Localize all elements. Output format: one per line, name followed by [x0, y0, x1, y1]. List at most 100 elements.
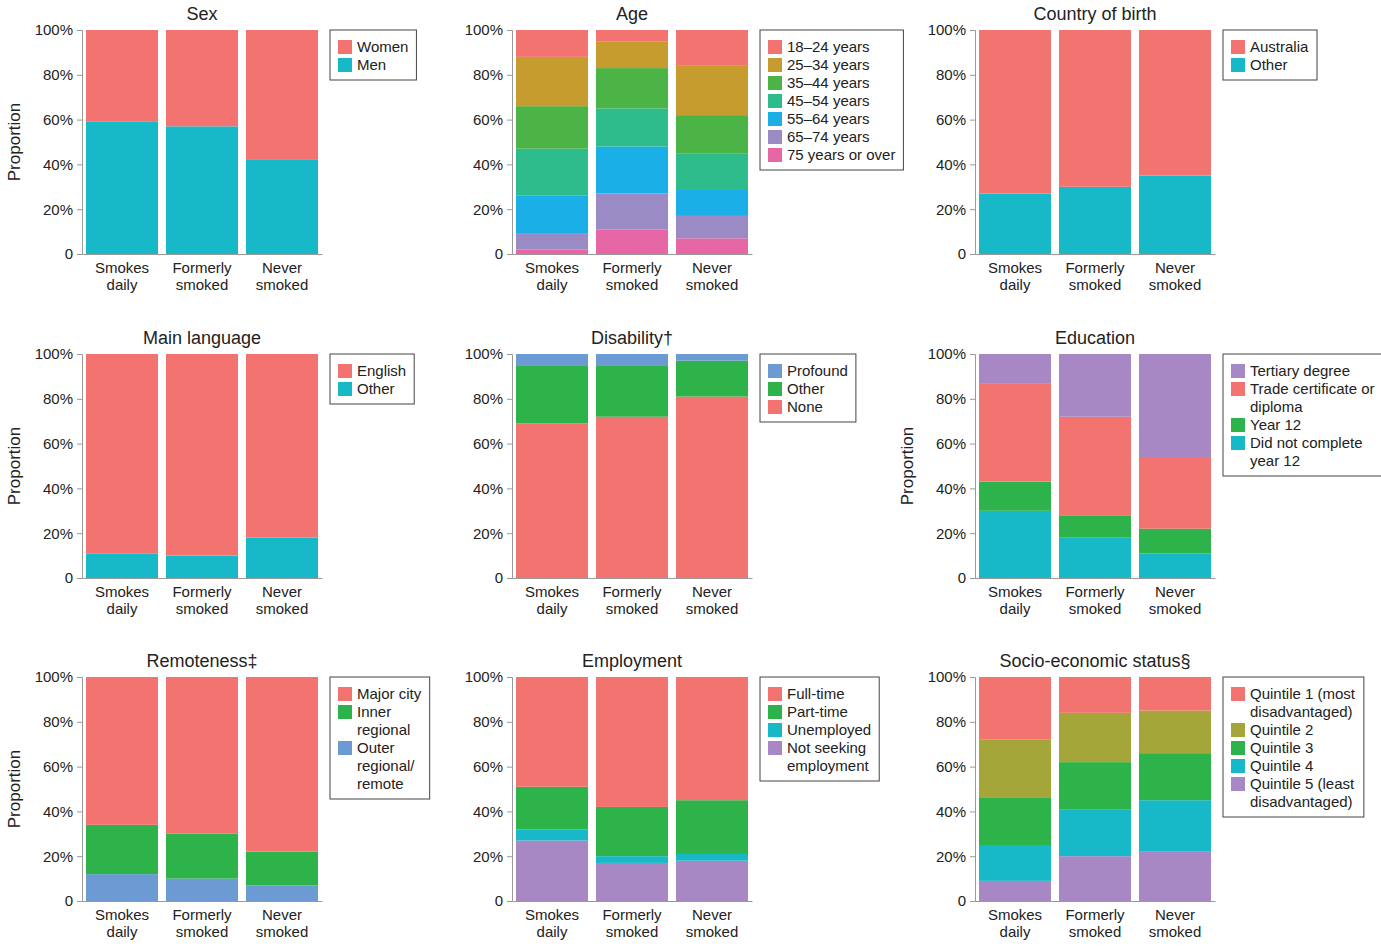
- series: [516, 397, 748, 578]
- y-tick: 0: [65, 892, 82, 909]
- bar-segment: [676, 189, 748, 216]
- legend-label: Outerregional/remote: [357, 739, 415, 792]
- bar-segment: [1139, 553, 1211, 578]
- y-tick-label: 40%: [43, 803, 73, 820]
- y-tick-mark: [507, 767, 512, 768]
- x-tick: Neversmoked: [1149, 254, 1202, 293]
- x-axis-line: [976, 901, 1216, 902]
- bar-segment: [246, 852, 318, 886]
- text-line: smoked: [606, 600, 659, 617]
- legend-label: Men: [357, 56, 386, 73]
- legend-box: [330, 30, 416, 80]
- y-tick-mark: [77, 856, 82, 857]
- y-tick: 40%: [473, 803, 512, 820]
- y-tick: 60%: [473, 435, 512, 452]
- x-axis-line: [513, 578, 753, 579]
- text-line: daily: [1000, 923, 1031, 940]
- panel: 020%40%60%80%100%SmokesdailyFormerlysmok…: [465, 651, 880, 940]
- y-tick: 100%: [35, 668, 82, 685]
- series: [979, 677, 1211, 740]
- bars: [86, 354, 318, 578]
- legend: ProfoundOtherNone: [760, 354, 856, 422]
- bar-segment: [676, 354, 748, 361]
- bar-segment: [1139, 457, 1211, 529]
- y-tick: 80%: [936, 66, 975, 83]
- text-line: Quintile 1 (most: [1250, 685, 1356, 702]
- legend-box: [330, 354, 414, 404]
- legend-item: Not seekingemployment: [768, 739, 870, 774]
- x-tick: Formerlysmoked: [602, 578, 662, 617]
- text-line: 18–24 years: [787, 38, 870, 55]
- legend-label: Full-time: [787, 685, 845, 702]
- x-tick-label: Smokesdaily: [95, 583, 149, 617]
- y-tick-mark: [507, 120, 512, 121]
- text-line: Formerly: [602, 583, 662, 600]
- text-line: Smokes: [525, 259, 579, 276]
- y-tick-mark: [77, 677, 82, 678]
- series: [86, 354, 318, 556]
- x-tick-label: Neversmoked: [686, 259, 739, 293]
- bar-segment: [246, 354, 318, 538]
- y-tick: 0: [958, 892, 975, 909]
- legend-swatch: [768, 94, 782, 108]
- text-line: Quintile 2: [1250, 721, 1313, 738]
- y-tick-mark: [77, 578, 82, 579]
- legend: WomenMen: [330, 30, 416, 80]
- legend-item: 35–44 years: [768, 74, 870, 91]
- text-line: daily: [537, 923, 568, 940]
- y-tick-label: 40%: [936, 803, 966, 820]
- bar-segment: [516, 234, 588, 250]
- x-tick-label: Neversmoked: [256, 906, 309, 940]
- text-line: smoked: [256, 923, 309, 940]
- bar-segment: [86, 354, 158, 553]
- y-axis-title: Proportion: [5, 103, 24, 181]
- legend-label: English: [357, 362, 406, 379]
- legend-item: Australia: [1231, 38, 1309, 55]
- legend-box: [760, 354, 856, 422]
- bar-segment: [1139, 852, 1211, 901]
- text-line: daily: [1000, 600, 1031, 617]
- text-line: smoked: [176, 923, 229, 940]
- x-tick: Neversmoked: [1149, 901, 1202, 940]
- text-line: Other: [357, 380, 395, 397]
- legend-box: [760, 677, 879, 781]
- y-axis-line: [970, 678, 976, 902]
- bar-segment: [979, 677, 1051, 740]
- y-tick-mark: [970, 444, 975, 445]
- text-line: disadvantaged): [1250, 703, 1353, 720]
- x-tick-label: Neversmoked: [686, 906, 739, 940]
- legend-label: Tertiary degree: [1250, 362, 1350, 379]
- text-line: daily: [537, 600, 568, 617]
- bar-segment: [86, 874, 158, 901]
- legend-label: Trade certificate ordiploma: [1250, 380, 1375, 415]
- bar-segment: [516, 365, 588, 423]
- y-axis: 020%40%60%80%100%: [928, 345, 976, 586]
- legend-swatch: [768, 741, 782, 755]
- text-line: daily: [1000, 276, 1031, 293]
- x-tick-label: Formerlysmoked: [1065, 583, 1125, 617]
- legend-label: 35–44 years: [787, 74, 870, 91]
- y-axis: 020%40%60%80%100%: [465, 668, 513, 909]
- chart-title: Main language: [143, 328, 261, 348]
- legend-swatch: [768, 723, 782, 737]
- y-axis: 020%40%60%80%100%: [928, 668, 976, 909]
- legend-swatch: [1231, 382, 1245, 396]
- legend-swatch: [768, 112, 782, 126]
- text-line: Smokes: [525, 583, 579, 600]
- y-tick-mark: [77, 722, 82, 723]
- x-tick: Smokesdaily: [95, 901, 149, 940]
- legend-swatch: [768, 382, 782, 396]
- panel: 020%40%60%80%100% Smokesdaily Formerlysmok…: [898, 328, 1381, 617]
- text-line: Smokes: [988, 906, 1042, 923]
- y-tick-label: 80%: [936, 713, 966, 730]
- bar-segment: [246, 677, 318, 852]
- text-line: Full-time: [787, 685, 845, 702]
- y-tick: 20%: [473, 525, 512, 542]
- x-tick-label: Smokesdaily: [95, 906, 149, 940]
- x-tick: Smokesdaily: [525, 254, 579, 293]
- x-axis: SmokesdailyFormerlysmokedNeversmoked: [513, 578, 753, 617]
- text-line: Smokes: [988, 583, 1042, 600]
- bar-segment: [676, 238, 748, 254]
- text-line: Women: [357, 38, 408, 55]
- x-axis-line: [513, 901, 753, 902]
